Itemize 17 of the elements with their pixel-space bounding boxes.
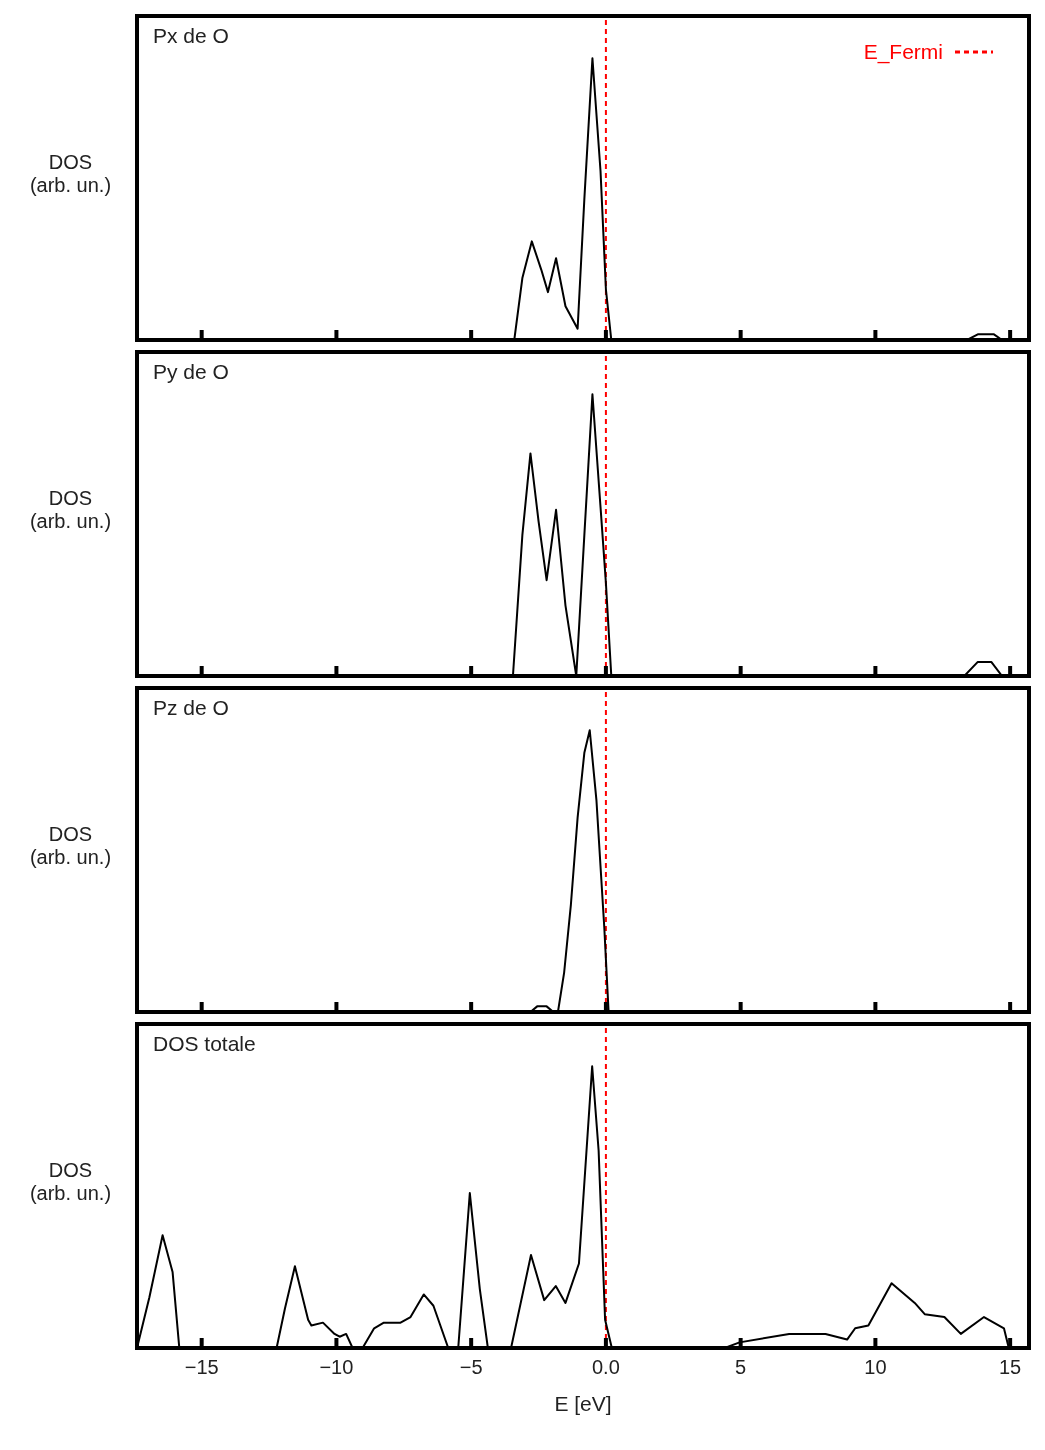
x-tick-label: −15 [184, 1356, 219, 1379]
x-axis-title: E [eV] [553, 1392, 613, 1416]
y-axis-title: DOS (arb. un.) [28, 823, 113, 869]
chart-title: Py de O [153, 360, 229, 384]
x-tick-label: 15 [999, 1356, 1022, 1379]
x-tick-label: −10 [319, 1356, 354, 1379]
x-tick-label: 10 [864, 1356, 887, 1379]
y-axis-title: DOS (arb. un.) [28, 487, 113, 533]
chart-title: Pz de O [153, 696, 229, 720]
chart-title: Px de O [153, 24, 229, 48]
x-tick-label: 5 [735, 1356, 747, 1379]
ref-line-label: E_Fermi [863, 40, 943, 64]
x-tick-label: −5 [459, 1356, 483, 1379]
x-tick-label: 0.0 [592, 1356, 620, 1379]
y-axis-title: DOS (arb. un.) [28, 151, 113, 197]
y-axis-title: DOS (arb. un.) [28, 1159, 113, 1205]
chart-title: DOS totale [153, 1032, 256, 1056]
